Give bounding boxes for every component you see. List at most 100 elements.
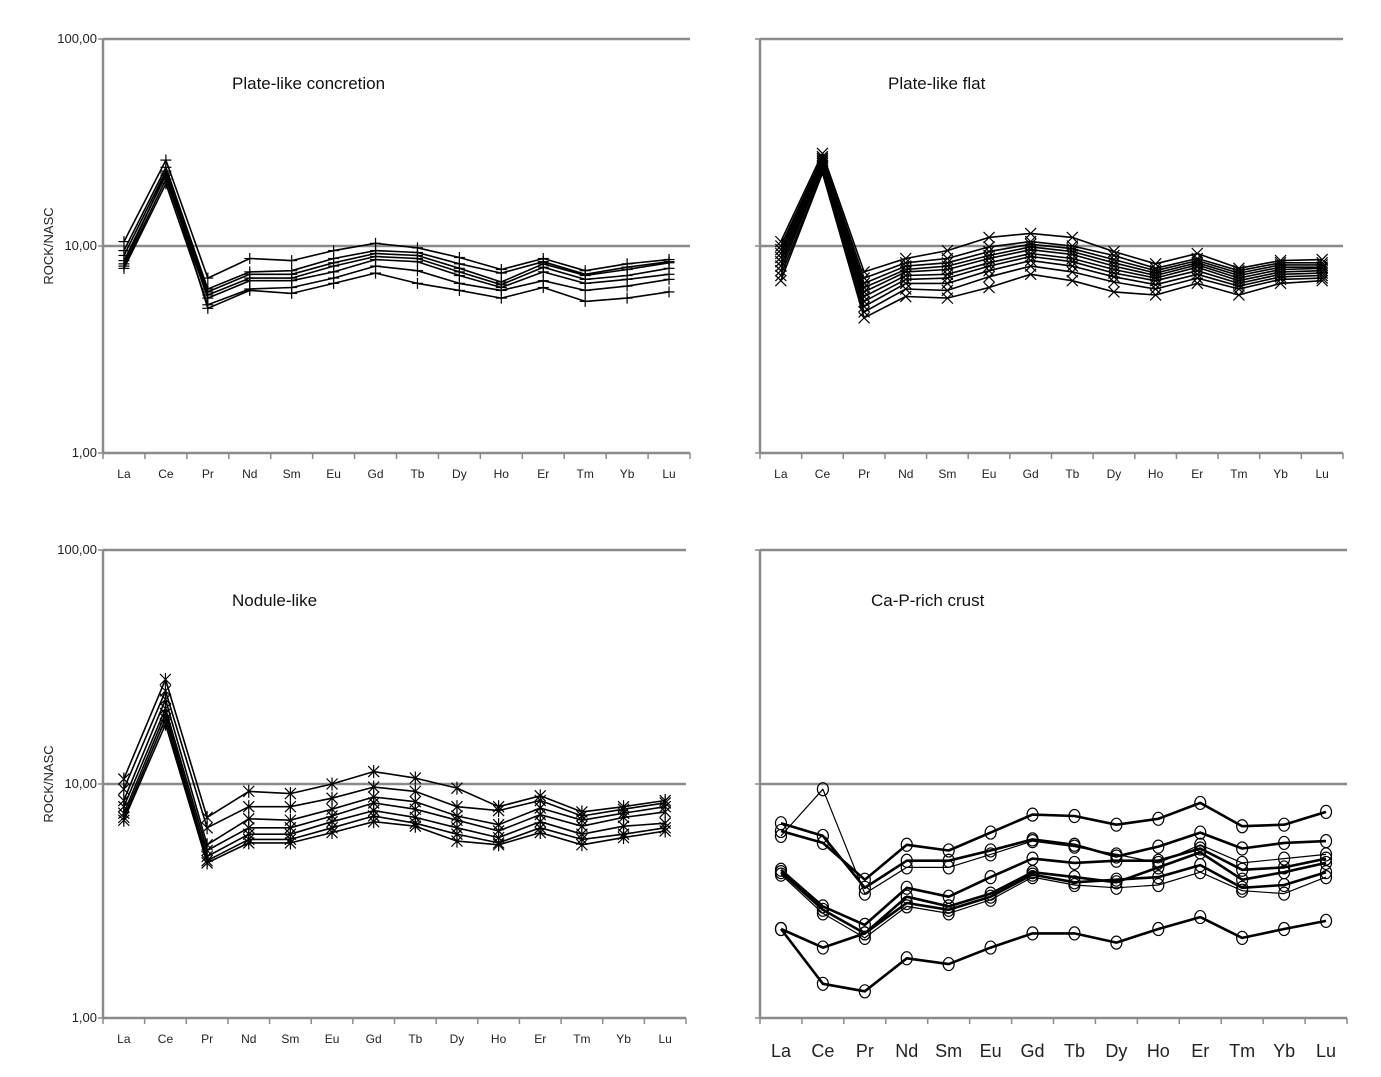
data-point [774, 921, 788, 937]
x-tick-label: La [117, 1032, 131, 1046]
data-point [1236, 880, 1249, 895]
x-tick-label: Dy [452, 467, 467, 481]
data-point [284, 787, 297, 801]
x-tick-label: Ce [811, 1041, 834, 1061]
data-point [370, 267, 382, 279]
data-point [411, 277, 423, 289]
data-point [816, 167, 829, 180]
data-point [1068, 855, 1081, 871]
data-point [1152, 860, 1165, 875]
x-tick-label: Nd [241, 1032, 256, 1046]
chart-panel-2: La Ce Pr Nd Sm Eu Gd Tb Dy Ho Er Tm Yb Lu Plate-like f… [755, 37, 1344, 481]
x-tick-label: Ho [1148, 467, 1164, 481]
x-tick-label: La [771, 1041, 792, 1061]
x-tick-label: Gd [1021, 1041, 1045, 1061]
data-point [1152, 839, 1165, 854]
series-line [780, 851, 1327, 935]
panel-title: Nodule-like [232, 591, 317, 610]
x-tick-label: Er [1191, 1041, 1209, 1061]
series-line [780, 157, 1323, 285]
data-point [1152, 811, 1165, 826]
data-point [326, 777, 338, 791]
data-point [983, 264, 995, 277]
data-point [1191, 277, 1204, 290]
x-tick-label: Tb [408, 1032, 422, 1046]
data-point [202, 302, 214, 314]
data-point [492, 804, 505, 818]
data-point [816, 976, 829, 991]
x-tick-label: Er [1191, 467, 1203, 481]
x-tick-label: Tm [573, 1032, 590, 1046]
data-point [1152, 870, 1165, 885]
data-point [816, 782, 829, 797]
series-1 [774, 147, 1329, 278]
data-point [1319, 870, 1333, 885]
x-tick-label: Ce [158, 467, 174, 481]
x-tick-label: Tb [410, 467, 424, 481]
data-point [1236, 872, 1249, 887]
series-line [780, 166, 1323, 308]
panel-title: Ca-P-rich crust [871, 591, 985, 610]
panel-title: Plate-like flat [888, 74, 986, 93]
series-1 [118, 154, 675, 284]
data-point [858, 926, 871, 941]
data-point [941, 292, 954, 305]
series-line [780, 161, 1323, 293]
x-tick-label: Tm [1230, 467, 1247, 481]
data-point [453, 284, 465, 296]
chart-panel-4: La Ce Pr Nd Sm Eu Gd Tb Dy Ho Er Tm Yb Lu Ca-P-rich cr… [755, 548, 1348, 1061]
x-tick-label: Nd [242, 467, 257, 481]
data-point [1278, 835, 1291, 851]
x-tick-label: Lu [1316, 1041, 1336, 1061]
data-point [201, 856, 214, 870]
data-point [1319, 804, 1333, 819]
series-line [780, 155, 1323, 279]
data-point [1236, 819, 1249, 834]
data-point [284, 800, 297, 814]
data-point [816, 940, 829, 955]
data-point [1066, 231, 1079, 244]
data-point [1026, 834, 1039, 849]
data-point [1152, 877, 1165, 893]
data-point [983, 270, 995, 283]
x-tick-label: Yb [616, 1032, 631, 1046]
data-point [1066, 274, 1079, 287]
data-point [286, 255, 298, 267]
data-point [1194, 825, 1207, 840]
data-point [663, 286, 675, 298]
series-5 [118, 173, 675, 304]
y-tick-label: 10,00 [64, 776, 97, 791]
series-7 [117, 717, 672, 870]
series-line [780, 788, 1327, 895]
data-point [1068, 870, 1081, 885]
data-point [1236, 841, 1249, 856]
series-7 [118, 167, 675, 314]
data-point [1194, 909, 1207, 925]
data-point [1110, 880, 1123, 895]
x-tick-label: Pr [858, 467, 870, 481]
y-tick-label: 1,00 [72, 1010, 97, 1025]
data-point [411, 265, 423, 277]
data-point [1316, 269, 1329, 282]
data-point [326, 826, 338, 840]
data-point [984, 847, 997, 862]
data-point [1278, 860, 1291, 875]
data-point [1278, 886, 1291, 901]
data-point [1068, 875, 1081, 890]
x-tick-label: Ho [491, 1032, 507, 1046]
data-point [942, 843, 955, 858]
y-axis-title: ROCK/NASC [41, 207, 56, 284]
series-10 [774, 167, 1329, 324]
data-point [774, 274, 787, 287]
x-tick-label: Pr [201, 1032, 213, 1046]
series-1 [774, 795, 1333, 887]
series-line [123, 707, 666, 852]
data-point [1026, 867, 1039, 882]
chart-panel-1: 1,00 10,00 100,00 ROCK/NASC La Ce Pr Nd Sm Eu Gd Tb… [41, 31, 691, 481]
data-point [244, 253, 256, 265]
x-tick-label: Eu [326, 467, 341, 481]
x-tick-label: Lu [658, 1032, 671, 1046]
series-line [123, 174, 670, 296]
data-point [1194, 841, 1207, 856]
data-point [537, 282, 549, 294]
